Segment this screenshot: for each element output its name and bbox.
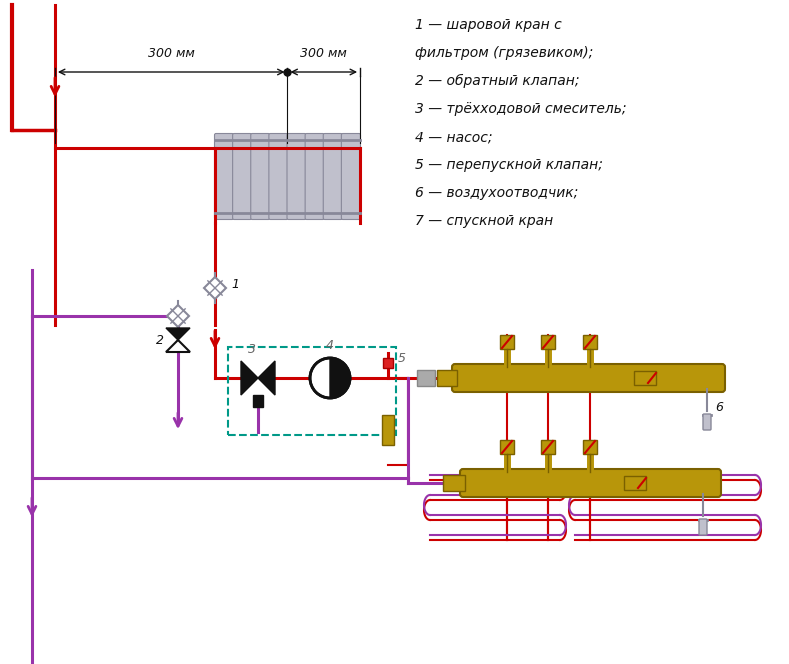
FancyBboxPatch shape xyxy=(699,519,707,535)
FancyBboxPatch shape xyxy=(323,133,342,220)
Bar xyxy=(417,370,435,386)
Bar xyxy=(500,335,514,349)
Text: 7: 7 xyxy=(660,367,668,380)
Polygon shape xyxy=(258,361,275,395)
Bar xyxy=(583,335,597,349)
FancyBboxPatch shape xyxy=(460,469,721,497)
Bar xyxy=(634,371,656,385)
Polygon shape xyxy=(166,340,190,352)
Polygon shape xyxy=(330,358,350,398)
Bar xyxy=(541,335,555,349)
Text: 5: 5 xyxy=(398,351,406,365)
FancyBboxPatch shape xyxy=(452,364,725,392)
Text: 1 — шаровой кран с: 1 — шаровой кран с xyxy=(415,18,562,32)
Polygon shape xyxy=(241,361,258,395)
FancyBboxPatch shape xyxy=(703,414,711,430)
Bar xyxy=(443,475,465,491)
Bar xyxy=(253,395,263,407)
Polygon shape xyxy=(166,328,190,340)
Text: 300 мм: 300 мм xyxy=(301,47,347,60)
Bar xyxy=(624,476,646,490)
Text: 2: 2 xyxy=(156,333,164,347)
Text: 2 — обратный клапан;: 2 — обратный клапан; xyxy=(415,74,579,88)
Text: 5 — перепускной клапан;: 5 — перепускной клапан; xyxy=(415,158,603,172)
Polygon shape xyxy=(167,305,189,327)
Text: 3: 3 xyxy=(248,343,256,356)
Text: 6 — воздухоотводчик;: 6 — воздухоотводчик; xyxy=(415,186,578,200)
Polygon shape xyxy=(204,277,226,299)
FancyBboxPatch shape xyxy=(233,133,252,220)
Text: 4: 4 xyxy=(326,339,334,352)
Bar xyxy=(382,415,394,445)
FancyBboxPatch shape xyxy=(215,133,234,220)
Bar xyxy=(437,370,457,386)
Circle shape xyxy=(310,358,350,398)
Text: 300 мм: 300 мм xyxy=(148,47,195,60)
Text: 6: 6 xyxy=(715,400,723,414)
Text: фильтром (грязевиком);: фильтром (грязевиком); xyxy=(415,46,593,60)
Text: 7 — спускной кран: 7 — спускной кран xyxy=(415,214,553,228)
FancyBboxPatch shape xyxy=(305,133,324,220)
Bar xyxy=(500,440,514,454)
Bar xyxy=(541,440,555,454)
Text: 1: 1 xyxy=(231,278,239,291)
FancyBboxPatch shape xyxy=(342,133,361,220)
Bar xyxy=(583,440,597,454)
Text: 3 — трёхходовой смеситель;: 3 — трёхходовой смеситель; xyxy=(415,102,626,116)
Bar xyxy=(383,358,393,368)
Bar xyxy=(228,347,396,435)
Text: 4 — насос;: 4 — насос; xyxy=(415,130,492,144)
FancyBboxPatch shape xyxy=(269,133,288,220)
FancyBboxPatch shape xyxy=(287,133,306,220)
Text: 7: 7 xyxy=(650,471,658,485)
FancyBboxPatch shape xyxy=(251,133,270,220)
